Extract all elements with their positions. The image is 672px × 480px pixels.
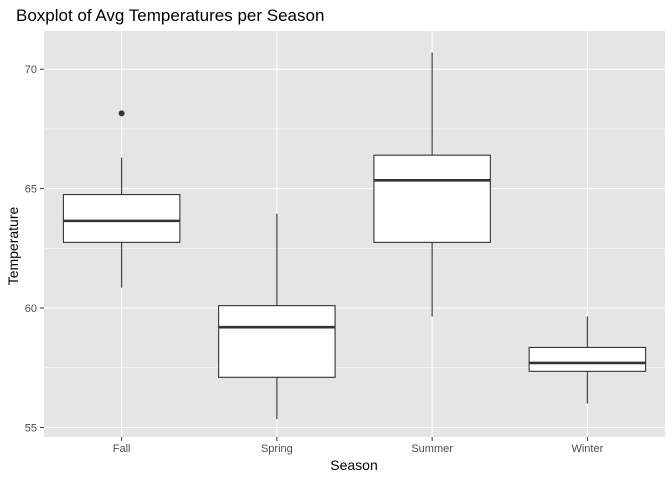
y-tick-label: 70	[25, 64, 37, 76]
x-tick-label: Summer	[411, 443, 453, 455]
outlier-point	[118, 110, 125, 117]
y-tick-label: 55	[25, 422, 37, 434]
chart-title: Boxplot of Avg Temperatures per Season	[16, 6, 324, 25]
iqr-box	[528, 346, 647, 372]
iqr-box	[373, 154, 491, 243]
y-axis-title: Temperature	[5, 206, 21, 285]
iqr-box	[62, 194, 181, 243]
box-summer	[373, 52, 491, 317]
x-tick-label: Fall	[113, 443, 131, 455]
boxes-layer	[62, 52, 647, 420]
iqr-box	[218, 305, 336, 378]
box-winter	[528, 316, 647, 404]
box-fall	[62, 110, 181, 288]
x-tick-label: Winter	[571, 443, 603, 455]
y-tick-label: 60	[25, 303, 37, 315]
x-tick-label: Spring	[261, 443, 293, 455]
y-tick-label: 65	[25, 184, 37, 196]
box-spring	[218, 213, 336, 420]
axes-layer: 55 60 65 70 Fall Spring Summer Winter	[25, 64, 604, 455]
x-axis-title: Season	[330, 457, 377, 473]
